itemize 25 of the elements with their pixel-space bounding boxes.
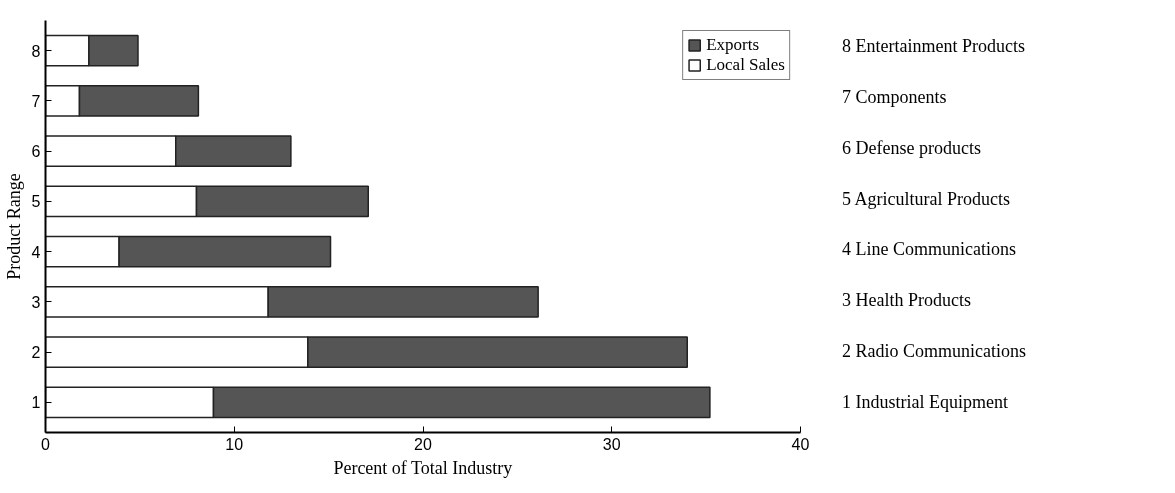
text: 2 Radio Communications	[842, 341, 1027, 362]
x-tick-label: 10	[225, 435, 244, 453]
y-tick-label: 8	[31, 42, 41, 60]
text: 3 Health Products	[842, 290, 972, 311]
y-axis-title: Product Range	[3, 173, 24, 280]
text: 8 Entertainment Products	[842, 35, 1026, 56]
y-tick-label: 3	[31, 293, 41, 311]
y-tick-label: 5	[31, 193, 41, 211]
x-tick-label: 40	[791, 435, 810, 453]
text: 1 Industrial Equipment	[842, 392, 1009, 413]
x-tick-label: 30	[602, 435, 621, 453]
y-tick-label: 1	[31, 394, 41, 412]
y-tick-label: 6	[31, 143, 41, 161]
legend-label: Local Sales	[706, 55, 785, 75]
text: 6 Defense products	[842, 137, 982, 158]
text: 4 Line Communications	[842, 239, 1017, 260]
legend-label: Exports	[706, 35, 760, 55]
text: 7 Components	[842, 86, 947, 107]
text: 5 Agricultural Products	[842, 188, 1011, 209]
x-axis-title: Percent of Total Industry	[333, 457, 513, 478]
x-tick-label: 0	[41, 435, 51, 453]
y-tick-label: 2	[31, 344, 41, 362]
y-tick-label: 4	[31, 243, 41, 261]
y-tick-label: 7	[31, 92, 41, 110]
x-tick-label: 20	[414, 435, 432, 453]
